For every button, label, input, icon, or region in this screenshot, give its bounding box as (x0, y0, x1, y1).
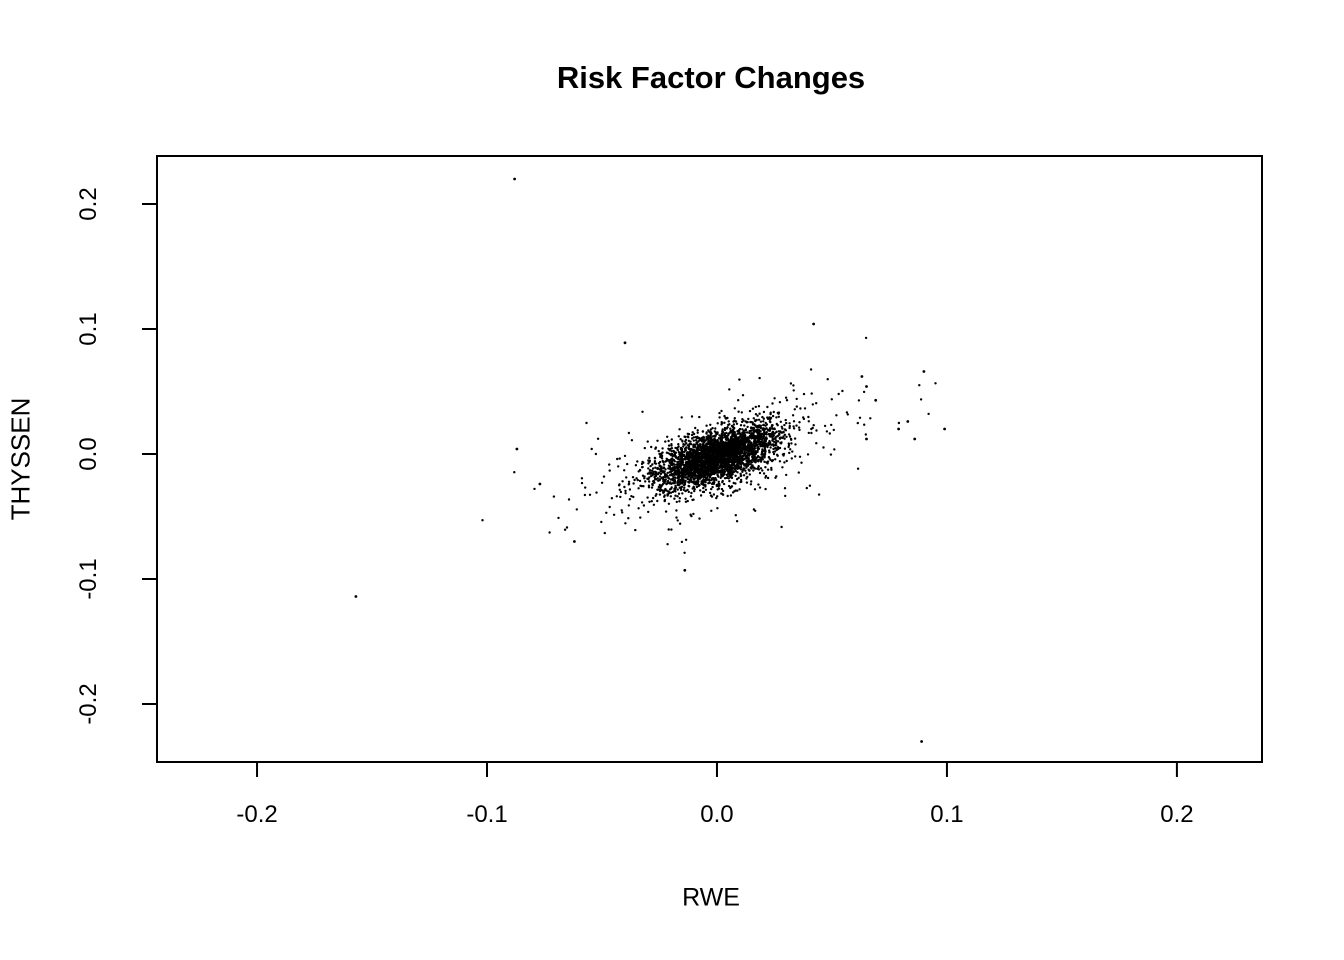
axis-tick-marks (142, 203, 1178, 777)
y-tick-label: 0.1 (75, 312, 102, 346)
outlier-point (922, 370, 926, 373)
x-tick-label: -0.2 (236, 801, 278, 828)
x-tick-label: 0.2 (1160, 801, 1194, 828)
outlier-point (354, 595, 358, 598)
scatter-points (481, 336, 937, 554)
outlier-point (943, 427, 946, 431)
y-axis-label: THYSSEN (5, 397, 36, 521)
outlier-point (874, 398, 878, 402)
x-tick-label: -0.1 (466, 801, 508, 828)
y-tick-label: -0.1 (75, 558, 102, 600)
x-tick-label: 0.1 (930, 801, 964, 828)
outlier-point (538, 482, 542, 486)
outlier-point (906, 420, 910, 423)
y-tick-label: -0.2 (75, 683, 102, 725)
outlier-point (860, 375, 864, 378)
y-tick-label: 0.0 (75, 437, 102, 471)
y-tick-label: 0.2 (75, 187, 102, 221)
x-axis-label: RWE (682, 883, 740, 912)
x-tick-label: 0.0 (700, 801, 734, 828)
plot-box (156, 155, 1263, 763)
outlier-point (865, 385, 868, 388)
outlier-point (920, 740, 923, 743)
outlier-point (513, 177, 516, 181)
outlier-point (683, 568, 687, 572)
outlier-point (623, 341, 627, 345)
outlier-point (515, 447, 519, 451)
outlier-point (865, 437, 868, 441)
outlier-point (913, 437, 917, 441)
outlier-point (573, 540, 576, 543)
outlier-point (897, 427, 900, 431)
chart-title: Risk Factor Changes (556, 60, 866, 95)
outlier-points (354, 177, 946, 743)
outlier-point (812, 322, 815, 326)
